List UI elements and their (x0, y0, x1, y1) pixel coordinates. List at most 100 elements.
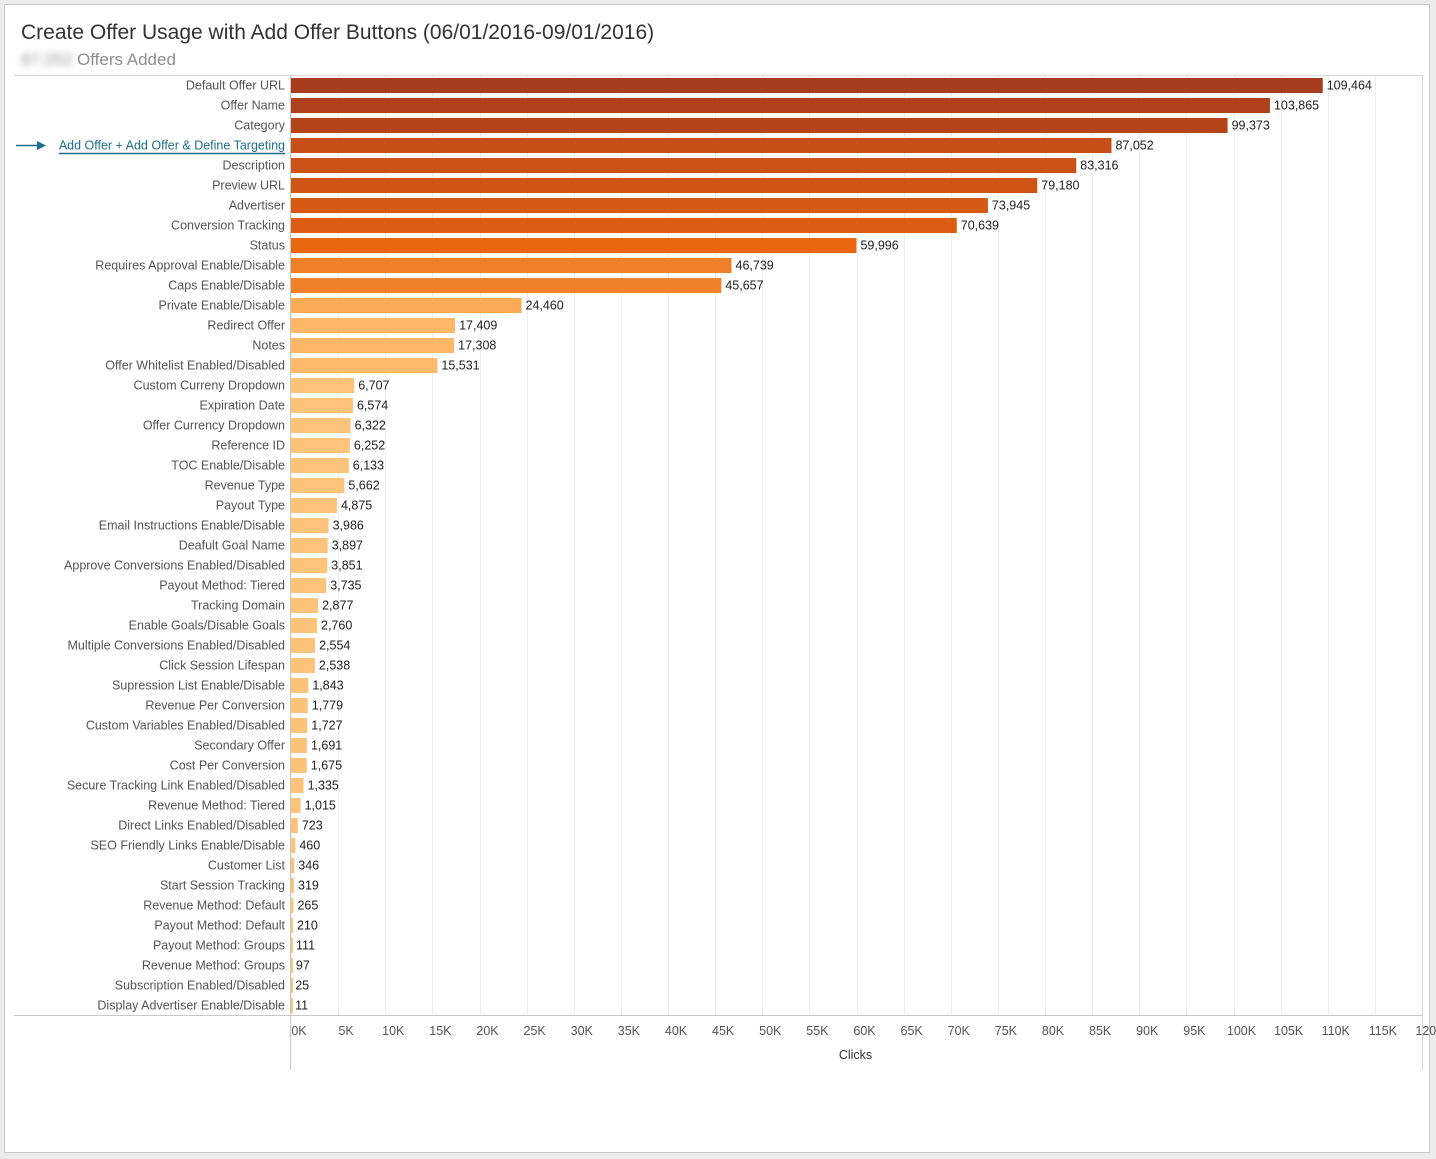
bar[interactable] (291, 778, 304, 793)
value-label: 24,460 (526, 299, 564, 313)
bar[interactable] (291, 218, 957, 233)
bar[interactable] (291, 978, 293, 993)
value-label: 1,843 (312, 679, 343, 693)
bar[interactable] (291, 278, 722, 293)
category-label: Cost Per Conversion (170, 759, 285, 773)
value-label: 73,945 (992, 199, 1030, 213)
bar[interactable] (291, 398, 353, 413)
bar[interactable] (291, 738, 307, 753)
bar[interactable] (291, 698, 308, 713)
value-label: 6,574 (357, 399, 388, 413)
x-tick-label: 25K (524, 1024, 547, 1038)
value-label: 59,996 (860, 239, 898, 253)
bar[interactable] (291, 98, 1270, 113)
category-label: Description (222, 159, 285, 173)
value-label: 5,662 (348, 479, 379, 493)
bar[interactable] (291, 798, 301, 813)
bar[interactable] (291, 178, 1038, 193)
category-label: Offer Currency Dropdown (143, 419, 285, 433)
bar[interactable] (291, 838, 296, 853)
value-label: 6,133 (353, 459, 384, 473)
x-tick-label: 30K (571, 1024, 594, 1038)
x-tick-label: 10K (382, 1024, 405, 1038)
category-label: Payout Method: Groups (153, 939, 285, 953)
bar[interactable] (291, 998, 293, 1013)
dashboard-frame: Create Offer Usage with Add Offer Button… (4, 4, 1430, 1153)
bar[interactable] (291, 358, 438, 373)
bar[interactable] (291, 898, 294, 913)
bar[interactable] (291, 758, 307, 773)
bar[interactable] (291, 578, 327, 593)
chart-frame (14, 75, 1423, 1070)
x-axis: 0K 5K 10K 15K 20K 25K 30K 35K 40K 45K 50K 55K 60K 65K… (291, 1024, 1436, 1062)
value-label: 3,735 (330, 579, 361, 593)
value-label: 1,675 (311, 759, 342, 773)
value-label: 3,851 (331, 559, 362, 573)
bar[interactable] (291, 298, 522, 313)
bar[interactable] (291, 718, 308, 733)
bar[interactable] (291, 318, 456, 333)
category-label: Revenue Method: Tiered (148, 799, 285, 813)
category-label: Secure Tracking Link Enabled/Disabled (67, 779, 285, 793)
category-label: Private Enable/Disable (159, 299, 286, 313)
bar[interactable] (291, 658, 315, 673)
bar[interactable] (291, 538, 328, 553)
category-label: Payout Type (216, 499, 285, 513)
category-label: Customer List (208, 859, 286, 873)
bars (291, 78, 1323, 1013)
bar[interactable] (291, 198, 988, 213)
category-label: Deafult Goal Name (179, 539, 285, 553)
bar[interactable] (291, 378, 355, 393)
bar[interactable] (291, 338, 455, 353)
value-label: 111 (296, 939, 315, 953)
bar[interactable] (291, 438, 350, 453)
bar[interactable] (291, 418, 351, 433)
x-tick-label: 20K (476, 1024, 499, 1038)
category-label: Enable Goals/Disable Goals (129, 619, 285, 633)
x-tick-label: 40K (665, 1024, 688, 1038)
value-label: 83,316 (1080, 159, 1118, 173)
bar[interactable] (291, 518, 329, 533)
value-label: 17,409 (459, 319, 497, 333)
value-label: 97 (296, 959, 310, 973)
bar[interactable] (291, 958, 293, 973)
value-label: 45,657 (725, 279, 763, 293)
bar[interactable] (291, 118, 1228, 133)
value-label: 3,986 (333, 519, 364, 533)
category-label: Revenue Method: Default (143, 899, 285, 913)
bar[interactable] (291, 238, 857, 253)
bar[interactable] (291, 558, 328, 573)
bar[interactable] (291, 878, 295, 893)
value-label: 2,760 (321, 619, 352, 633)
category-label: Approve Conversions Enabled/Disabled (64, 559, 285, 573)
category-label: Payout Method: Default (154, 919, 285, 933)
x-tick-label: 45K (712, 1024, 735, 1038)
value-label: 6,707 (358, 379, 389, 393)
category-label: Direct Links Enabled/Disabled (118, 819, 285, 833)
x-tick-label: 60K (853, 1024, 876, 1038)
bar[interactable] (291, 498, 337, 513)
bar[interactable] (291, 78, 1323, 93)
bar[interactable] (291, 918, 293, 933)
bar[interactable] (291, 598, 319, 613)
bar[interactable] (291, 858, 295, 873)
bar[interactable] (291, 678, 309, 693)
bar[interactable] (291, 158, 1077, 173)
category-label: Requires Approval Enable/Disable (95, 259, 285, 273)
bar[interactable] (291, 818, 298, 833)
bar[interactable] (291, 618, 318, 633)
x-tick-label: 70K (948, 1024, 971, 1038)
bar[interactable] (291, 258, 732, 273)
x-tick-label: 15K (429, 1024, 452, 1038)
bar[interactable] (291, 638, 316, 653)
value-label: 25 (295, 979, 309, 993)
value-label: 46,739 (736, 259, 774, 273)
bar[interactable] (291, 478, 345, 493)
bar[interactable] (291, 138, 1112, 153)
category-label: Subscription Enabled/Disabled (115, 979, 285, 993)
category-label: Conversion Tracking (171, 219, 285, 233)
bar[interactable] (291, 458, 349, 473)
category-label: Display Advertiser Enable/Disable (97, 999, 285, 1013)
bar[interactable] (291, 938, 293, 953)
